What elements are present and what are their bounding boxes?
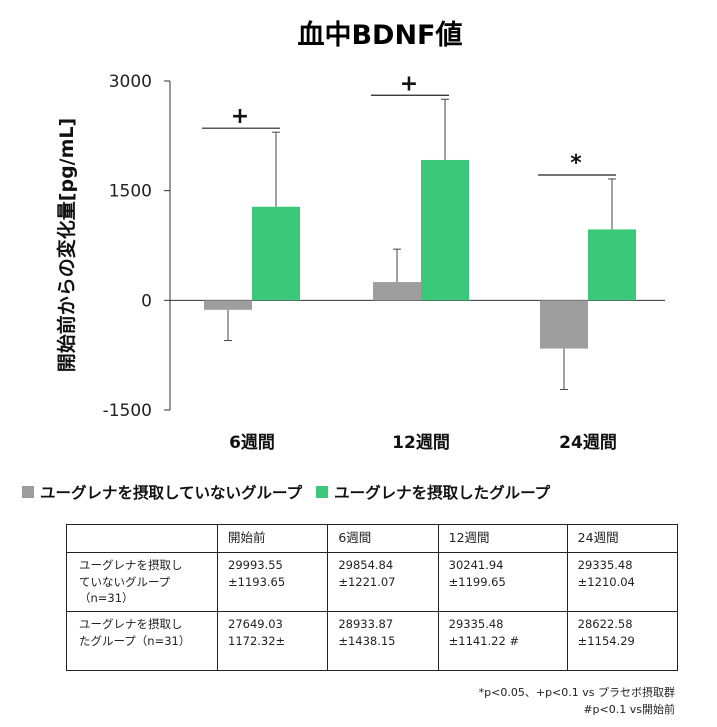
y-axis-label: 開始前からの変化量[pg/mL] — [55, 118, 78, 372]
plot-area: 3000 1500 0 -1500 + + * 6週間 12週間 24週間 — [103, 71, 665, 453]
cell-mean: 29993.55 — [228, 558, 283, 572]
table-cell: 29335.48 ±1210.04 — [566, 552, 679, 612]
x-category-label: 6週間 — [229, 433, 275, 453]
bar-euglena — [421, 159, 469, 301]
table-cell: 30241.94 ±1199.65 — [437, 552, 568, 612]
cell-sd: 1172.32± — [228, 633, 286, 648]
table-cell: 27649.03 1172.32± — [216, 611, 329, 671]
cell-mean: 28622.58 — [577, 617, 633, 631]
bar-euglena — [588, 229, 636, 301]
row-label-line: （n=31） — [79, 591, 134, 606]
table-header-cell: 6週間 — [327, 524, 439, 553]
legend-item-euglena: ユーグレナを摂取したグループ — [316, 481, 550, 503]
cell-sd: ±1221.07 — [338, 574, 396, 589]
bar-control — [204, 300, 252, 310]
x-category-label: 12週間 — [392, 433, 450, 453]
table-header-row: 開始前 6週間 12週間 24週間 — [66, 524, 679, 553]
table-cell: 28933.87 ±1438.15 — [327, 611, 439, 671]
chart-legend: ユーグレナを摂取していないグループ ユーグレナを摂取したグループ — [22, 481, 702, 503]
legend-item-control: ユーグレナを摂取していないグループ — [22, 481, 302, 503]
legend-swatch-control — [22, 486, 34, 498]
row-label-euglena: ユーグレナを摂取し たグループ（n=31） — [66, 611, 218, 671]
bdnf-bar-chart: 血中BDNF値 開始前からの変化量[pg/mL] 3000 1500 0 -1500 +… — [55, 20, 665, 453]
measurement-table: 開始前 6週間 12週間 24週間 ユーグレナを摂取し ていないグループ （n=… — [66, 524, 679, 671]
table-cell: 29993.55 ±1193.65 — [216, 552, 329, 612]
significance-mark: * — [570, 151, 582, 176]
y-tick-label: 3000 — [109, 72, 152, 92]
bar-control — [540, 300, 588, 349]
cell-mean: 28933.87 — [338, 617, 394, 631]
row-label-line: ユーグレナを摂取し — [79, 558, 183, 572]
y-tick-label: 1500 — [109, 182, 152, 202]
legend-label-control: ユーグレナを摂取していないグループ — [40, 484, 303, 502]
cell-sd: ±1199.65 — [448, 574, 506, 589]
y-tick-label: -1500 — [103, 401, 152, 421]
row-label-control: ユーグレナを摂取し ていないグループ （n=31） — [66, 552, 218, 612]
table-header-cell: 12週間 — [437, 524, 568, 553]
cell-mean: 30241.94 — [448, 558, 504, 572]
y-tick-label: 0 — [141, 291, 152, 311]
row-label-line: ユーグレナを摂取し — [79, 617, 183, 631]
bar-euglena — [252, 206, 300, 301]
table-cell: 29335.48 ±1141.22 # — [437, 611, 568, 671]
table-cell: 29854.84 ±1221.07 — [327, 552, 439, 612]
table-cell: 28622.58 ±1154.29 — [566, 611, 679, 671]
legend-swatch-euglena — [316, 486, 329, 498]
table-row: ユーグレナを摂取し たグループ（n=31） 27649.03 1172.32± … — [66, 611, 679, 671]
bar-control — [373, 282, 421, 301]
cell-mean: 29335.48 — [577, 558, 633, 572]
footnote-baseline: #p<0.1 vs開始前 — [583, 703, 675, 716]
cell-sd: ±1141.22 # — [448, 633, 520, 648]
legend-label-euglena: ユーグレナを摂取したグループ — [334, 484, 551, 502]
table-header-cell: 開始前 — [216, 524, 329, 553]
footnote-significance: *p<0.05、+p<0.1 vs プラセボ摂取群 — [478, 686, 675, 699]
x-category-label: 24週間 — [559, 433, 617, 453]
row-label-line: ていないグループ — [79, 574, 171, 589]
cell-sd: ±1154.29 — [577, 633, 635, 648]
chart-title: 血中BDNF値 — [297, 20, 462, 51]
row-label-line: たグループ（n=31） — [79, 633, 191, 648]
table-header-cell — [66, 524, 218, 553]
cell-sd: ±1438.15 — [338, 633, 396, 648]
cell-sd: ±1193.65 — [228, 574, 286, 589]
cell-sd: ±1210.04 — [577, 574, 635, 589]
significance-mark: + — [231, 104, 249, 129]
table-row: ユーグレナを摂取し ていないグループ （n=31） 29993.55 ±1193… — [66, 552, 679, 612]
cell-mean: 29335.48 — [448, 617, 504, 631]
cell-mean: 27649.03 — [228, 617, 283, 631]
cell-mean: 29854.84 — [338, 558, 394, 572]
table-header-cell: 24週間 — [566, 524, 679, 553]
significance-mark: + — [400, 71, 418, 96]
